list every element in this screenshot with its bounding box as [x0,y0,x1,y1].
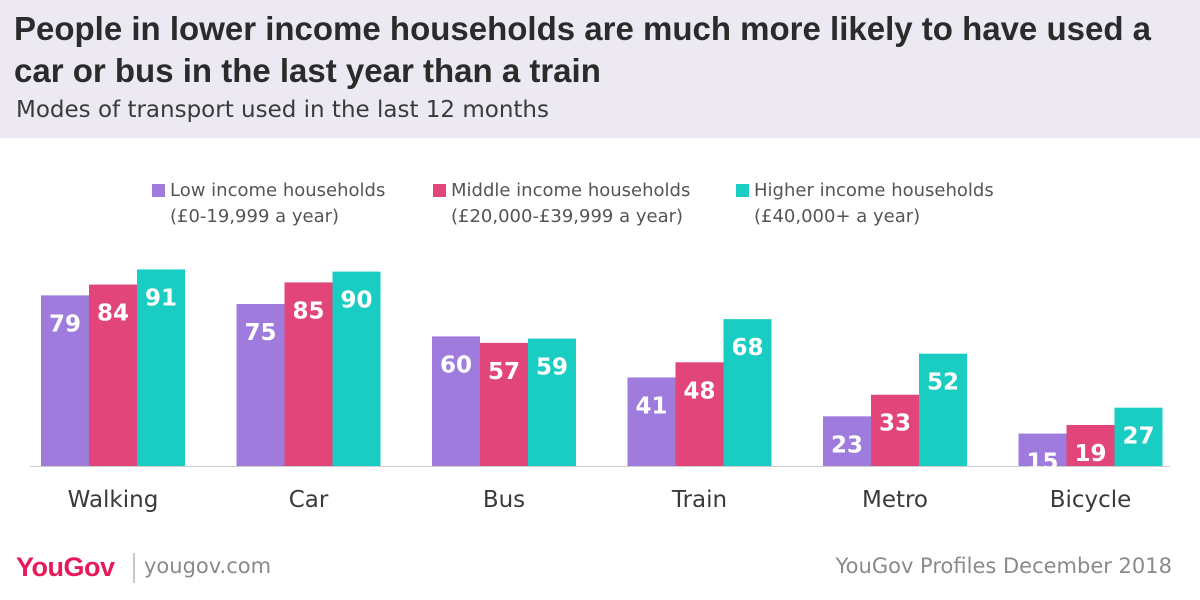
legend-label-low-income: Low income households (£0-19,999 a year) [170,180,386,227]
bar-walking-series-0 [41,295,89,466]
data-label-bicycle-series-0: 15 [1026,450,1058,476]
bar-bicycle-series-1 [1066,424,1115,466]
data-label-car-series-0: 75 [244,320,276,346]
data-label-metro-series-2: 52 [927,370,959,396]
category-label-metro: Metro [862,487,928,513]
category-label-bicycle: Bicycle [1050,487,1132,513]
bar-train-series-1 [675,362,724,466]
bar-metro-series-2 [919,353,967,466]
data-label-train-series-1: 48 [683,378,715,404]
legend-label-middle-income: Middle income households (£20,000-£39,999… [451,180,691,227]
bar-bicycle-series-2 [1114,407,1163,466]
bar-train-series-2 [723,319,772,466]
data-label-bus-series-2: 59 [536,355,568,381]
bar-walking-series-1 [89,284,137,466]
legend-label-higher-income: Higher income households (£40,000+ a year… [754,180,994,227]
data-label-car-series-2: 90 [340,288,372,314]
data-label-car-series-1: 85 [292,298,324,324]
bar-metro-series-1 [871,394,919,466]
legend-swatch-low-income [152,184,165,197]
footer-url[interactable]: yougov.com [144,554,272,578]
category-label-walking: Walking [68,487,159,513]
bar-metro-series-0 [823,416,871,466]
data-label-bicycle-series-2: 27 [1122,424,1154,450]
data-label-metro-series-1: 33 [879,411,911,437]
bar-bicycle-series-0 [1018,433,1067,466]
data-label-bus-series-1: 57 [488,359,520,385]
legend-swatch-higher-income [736,184,749,197]
bar-bus-series-0 [432,336,480,466]
data-label-walking-series-1: 84 [97,301,129,327]
bar-bus-series-2 [528,338,576,466]
data-label-walking-series-2: 91 [145,285,177,311]
data-label-metro-series-0: 23 [831,432,863,458]
yougov-logo: YouGov [16,552,115,582]
category-label-bus: Bus [483,487,525,513]
legend-swatch-middle-income [433,184,446,197]
data-label-bicycle-series-1: 19 [1074,441,1106,467]
footer-source: YouGov Profiles December 2018 [835,554,1172,578]
chart-subtitle: Modes of transport used in the last 12 m… [16,97,549,123]
footer-divider [133,553,135,583]
data-label-train-series-0: 41 [635,393,667,419]
bar-train-series-0 [627,377,676,466]
bar-bus-series-1 [480,342,528,466]
category-label-car: Car [289,487,329,513]
data-label-bus-series-0: 60 [440,352,472,378]
data-label-walking-series-0: 79 [49,311,81,337]
bar-car-series-0 [236,304,285,466]
bar-car-series-1 [284,282,333,466]
data-label-train-series-2: 68 [731,335,763,361]
bar-walking-series-2 [137,269,185,466]
bar-car-series-2 [332,271,381,466]
header-band [0,0,1200,138]
chart-title: People in lower income households are mu… [14,10,1152,89]
category-label-train: Train [671,487,727,513]
